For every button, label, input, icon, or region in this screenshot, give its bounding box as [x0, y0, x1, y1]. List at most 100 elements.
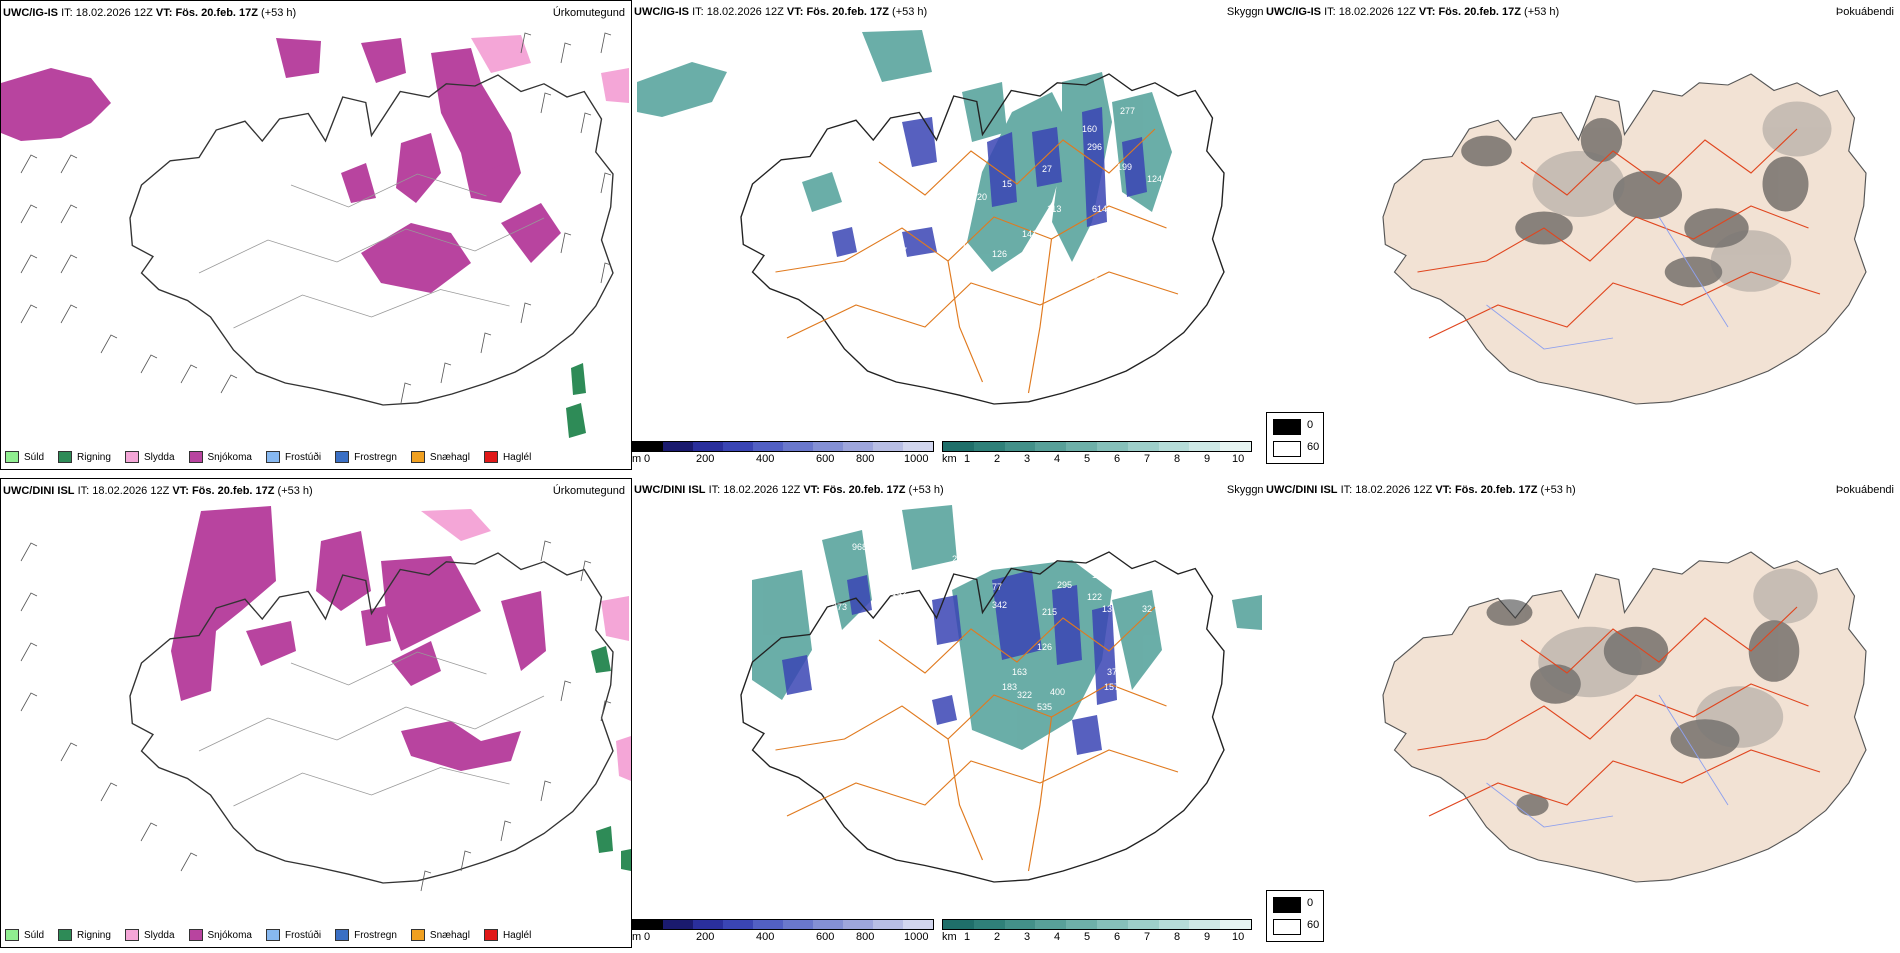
fog-legend-swatch	[1273, 441, 1301, 457]
legend-label: Snjókoma	[207, 929, 252, 941]
forecast-row-igis: UWC/IG-IS IT: 18.02.2026 12Z VT: Fös. 20…	[0, 0, 1900, 475]
legend-swatch	[188, 451, 203, 463]
panel-title: Úrkomutegund	[552, 485, 625, 497]
fog-legend-swatch	[1273, 419, 1301, 435]
precip-type-legend: Súld Rigning Slydda Snjókoma Frostúði Fr…	[5, 929, 531, 941]
height-label: 296	[1087, 142, 1102, 152]
height-tick: 1000	[904, 453, 929, 465]
height-tick: 0	[644, 931, 651, 943]
height-label: 77	[992, 582, 1002, 592]
height-colorbar-strip	[632, 441, 934, 452]
it-value: 18.02.2026 12Z	[75, 7, 153, 19]
height-label: 40	[922, 179, 932, 189]
legend-swatch	[5, 929, 19, 941]
legend-label: Frostúði	[284, 451, 322, 463]
height-label: 22	[1170, 642, 1180, 652]
height-colorbar-segment	[903, 442, 933, 451]
height-label: 215	[1042, 607, 1057, 617]
visibility-panel: UWC/IG-IS IT: 18.02.2026 12Z VT: Fös. 20…	[632, 0, 1264, 470]
height-colorbar: m 0 200 400 600 800 1000	[632, 919, 934, 944]
height-tick: 600	[816, 453, 835, 465]
wind-barbs	[20, 32, 612, 404]
fog-map	[1382, 551, 1867, 883]
model-name: UWC/DINI ISL	[1266, 484, 1338, 496]
fog-dense-areas	[1486, 599, 1800, 816]
legend-item-snaehagl: Snæhagl	[410, 929, 470, 941]
visibility-colorbar-segment	[1189, 920, 1221, 929]
panel-header: UWC/DINI ISL IT: 18.02.2026 12Z VT: Fös.…	[3, 485, 313, 497]
snow-areas	[1, 38, 561, 293]
height-label: 157	[1104, 682, 1119, 692]
visibility-tick: 7	[1144, 931, 1151, 943]
it-label: IT:	[61, 7, 73, 19]
lead-time: (+53 h)	[261, 7, 297, 19]
snow-height-labels: 307 34 160 277 296 199 124 27 113 84 614…	[747, 39, 1174, 286]
it-value: 18.02.2026 12Z	[723, 484, 801, 496]
legend-swatch	[335, 929, 350, 941]
vt-label: VT:	[155, 7, 173, 19]
vt-label: VT:	[786, 6, 804, 18]
visibility-tick: 3	[1024, 453, 1031, 465]
model-name: UWC/IG-IS	[3, 7, 58, 19]
snow-depth-areas	[782, 570, 1117, 755]
forecast-row-dini: UWC/DINI ISL IT: 18.02.2026 12Z VT: Fös.…	[0, 478, 1900, 953]
visibility-tick: 5	[1084, 931, 1091, 943]
panel-title: Þokuábendi	[1835, 6, 1894, 18]
height-unit: m	[632, 931, 642, 943]
legend-swatch	[58, 451, 73, 463]
height-unit: m	[632, 453, 642, 465]
visibility-colorbar-segment	[1220, 920, 1251, 929]
visibility-colorbar-segment	[1127, 920, 1159, 929]
height-tick: 800	[856, 931, 875, 943]
height-colorbar-ticks: m 0 200 400 600 800 1000	[632, 452, 934, 466]
visibility-map: 307 34 160 277 296 199 124 27 113 84 614…	[637, 30, 1225, 405]
it-label: IT:	[692, 6, 704, 18]
height-colorbar-segment	[633, 920, 663, 929]
height-label: 307	[1042, 39, 1057, 49]
height-tick: 400	[756, 931, 775, 943]
panel-header: UWC/DINI ISL IT: 18.02.2026 12Z VT: Fös.…	[634, 484, 944, 496]
precip-map	[20, 506, 631, 892]
legend-label: Frostúði	[284, 929, 322, 941]
height-label: 474	[1072, 537, 1087, 547]
height-label: 142	[892, 588, 907, 598]
height-label: 614	[1092, 204, 1107, 214]
panel-title: Skyggni	[1226, 484, 1264, 496]
legend-label: Frostregn	[354, 451, 397, 463]
height-label: 331	[1094, 276, 1109, 286]
legend-label: Rigning	[77, 929, 111, 941]
visibility-tick: 8	[1174, 453, 1181, 465]
height-colorbar-segment	[753, 920, 783, 929]
visibility-colorbar-segment	[1004, 920, 1036, 929]
visibility-tick: 4	[1054, 453, 1061, 465]
legend-swatch	[483, 929, 498, 941]
visibility-tick: 1	[964, 931, 971, 943]
visibility-colorbar-segment	[1096, 442, 1128, 451]
vt-label: VT:	[1435, 484, 1452, 496]
height-colorbar-segment	[693, 442, 723, 451]
fog-legend: 0 60	[1266, 412, 1324, 464]
height-colorbar-segment	[813, 442, 843, 451]
visibility-colorbar-segment	[1189, 442, 1221, 451]
height-label: 400	[1050, 687, 1065, 697]
visibility-unit: km	[942, 931, 957, 943]
legend-swatch	[410, 451, 425, 463]
it-label: IT:	[77, 485, 90, 497]
legend-label: Súld	[24, 451, 45, 463]
fog-index-panel: UWC/DINI ISL IT: 18.02.2026 12Z VT: Fös.…	[1264, 478, 1900, 948]
rain-areas	[591, 646, 631, 871]
height-label: 535	[1037, 702, 1052, 712]
fog-legend-swatch	[1273, 919, 1301, 935]
fog-legend-label: 0	[1307, 897, 1314, 909]
visibility-tick: 4	[1054, 931, 1061, 943]
iceland-fog	[1382, 73, 1867, 405]
legend-item-frostregn: Frostregn	[335, 451, 397, 463]
legend-label: Slydda	[143, 929, 175, 941]
height-tick: 0	[644, 453, 651, 465]
height-label: 374	[1107, 667, 1122, 677]
visibility-colorbar-strip	[942, 919, 1252, 930]
panel-title: Skyggni	[1226, 6, 1264, 18]
visibility-colorbar-segment	[1158, 920, 1190, 929]
legend-label: Rigning	[77, 451, 111, 463]
height-label: 122	[1087, 592, 1102, 602]
